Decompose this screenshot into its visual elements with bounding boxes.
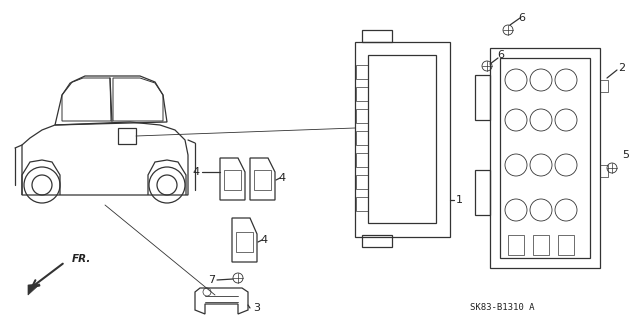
Bar: [355, 42, 450, 237]
Text: 6: 6: [497, 50, 504, 60]
Text: 2: 2: [618, 63, 625, 73]
Polygon shape: [28, 284, 40, 295]
Text: SK83-B1310 A: SK83-B1310 A: [470, 303, 534, 313]
Bar: [356, 87, 368, 101]
Bar: [362, 30, 392, 42]
Bar: [475, 75, 490, 120]
Bar: [356, 153, 368, 167]
Text: 5: 5: [622, 150, 629, 160]
Bar: [254, 170, 271, 190]
Bar: [236, 232, 253, 252]
Text: 4: 4: [260, 235, 267, 245]
Bar: [362, 235, 392, 247]
Bar: [368, 55, 436, 223]
Text: FR.: FR.: [72, 254, 92, 264]
Bar: [600, 80, 608, 92]
Text: 3: 3: [253, 303, 260, 313]
Text: 4: 4: [278, 173, 285, 183]
Text: 6: 6: [518, 13, 525, 23]
Bar: [490, 48, 600, 268]
Text: 1: 1: [456, 195, 463, 205]
Bar: [500, 58, 590, 258]
Bar: [508, 235, 524, 255]
Bar: [533, 235, 549, 255]
Bar: [356, 109, 368, 123]
Bar: [558, 235, 574, 255]
Text: 4: 4: [193, 167, 200, 177]
Bar: [118, 128, 136, 144]
Bar: [356, 197, 368, 211]
Bar: [224, 170, 241, 190]
Bar: [600, 165, 608, 177]
Text: 7: 7: [208, 275, 215, 285]
Bar: [356, 65, 368, 79]
Bar: [475, 170, 490, 215]
Bar: [356, 175, 368, 189]
Bar: [356, 131, 368, 145]
